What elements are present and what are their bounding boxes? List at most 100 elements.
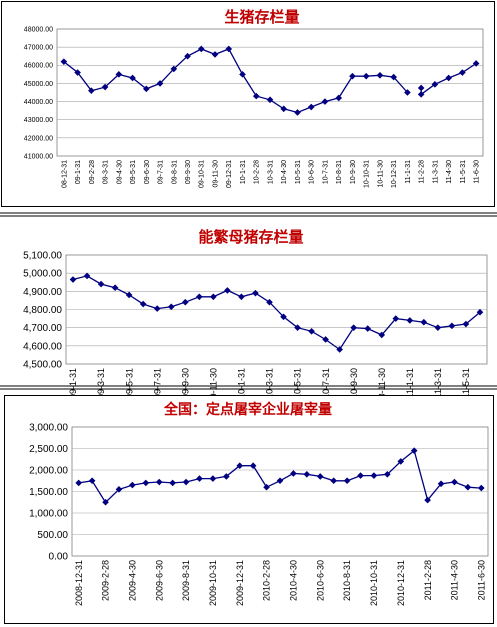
- slaughter-volume-data-point: [182, 478, 190, 486]
- hog-inventory-data-point: [376, 71, 384, 79]
- hog-inventory-data-point: [129, 74, 136, 82]
- hog-inventory-data-point: [239, 71, 246, 78]
- slaughter-volume-x-tick-label: 2008-12-31: [74, 560, 84, 606]
- hog-inventory-y-tick-label: 45000.00: [24, 81, 53, 88]
- slaughter-volume-x-tick-label: 2010-12-31: [396, 560, 406, 606]
- slaughter-volume-data-point: [330, 477, 337, 485]
- slaughter-volume-x-tick-label: 2011-6-30: [476, 560, 486, 600]
- sow-inventory-x-tick-label: 10-7-31: [321, 368, 331, 399]
- slaughter-volume-data-point: [236, 462, 244, 470]
- sow-inventory-x-tick-label: 11-1-31: [405, 368, 415, 398]
- hog-inventory-y-tick-label: 48000.00: [24, 26, 53, 33]
- sow-inventory-data-point: [224, 287, 231, 294]
- hog-inventory-x-tick-label: 10-10-31: [364, 160, 371, 188]
- hog-inventory-data-point: [197, 45, 205, 53]
- sow-inventory-data-point: [238, 293, 245, 301]
- hog-inventory-x-tick-label: 10-5-31: [295, 160, 302, 184]
- hog-inventory-x-tick-label: 10-7-31: [322, 160, 329, 184]
- hog-inventory-data-point: [156, 80, 164, 87]
- hog-inventory-data-point: [143, 85, 150, 93]
- sow-inventory-data-point: [83, 272, 91, 280]
- sow-inventory-y-tick-label: 5,000.00: [23, 269, 62, 280]
- hog-inventory-data-point: [266, 96, 274, 104]
- sow-inventory-data-point: [322, 336, 329, 343]
- slaughter-volume-x-tick-label: 2009-12-31: [235, 560, 245, 606]
- sow-inventory-data-point: [448, 322, 456, 330]
- hog-inventory-x-tick-label: 10-8-31: [336, 160, 343, 184]
- hog-inventory-x-tick-label: 10-11-30: [377, 160, 384, 188]
- slaughter-volume-data-point: [223, 473, 230, 480]
- sow-inventory-x-tick-label: 10-1-31: [237, 368, 247, 399]
- hog-inventory-data-point: [74, 69, 81, 76]
- sow-inventory-data-point: [294, 324, 301, 331]
- hog-inventory-x-tick-label: 09-12-31: [226, 160, 233, 188]
- sow-inventory-x-tick-label: 11-5-31: [461, 368, 471, 398]
- slaughter-volume-data-point: [424, 496, 431, 504]
- slaughter-volume-data-point: [343, 477, 351, 485]
- hog-inventory-x-tick-label: 09-10-31: [199, 160, 206, 188]
- sow-inventory-data-point: [434, 324, 442, 331]
- hog-inventory-x-tick-label: 09-6-30: [144, 160, 151, 184]
- sow-inventory-data-point: [210, 293, 217, 301]
- hog-inventory-plot-area: [56, 28, 484, 157]
- sow-inventory-x-tick-label: 10-5-31: [293, 368, 303, 399]
- slaughter-volume-data-point: [464, 483, 472, 491]
- sow-inventory-x-tick-label: 09-9-30: [180, 368, 190, 399]
- sow-inventory-data-point: [167, 303, 175, 311]
- sow-inventory-data-point: [462, 320, 470, 328]
- slaughter-volume-x-tick-label: 2009-4-30: [128, 560, 138, 601]
- slaughter-volume-data-point: [410, 447, 418, 454]
- sow-inventory-y-tick-label: 4,500.00: [23, 360, 62, 371]
- slaughter-volume-y-tick-label: 500.00: [37, 530, 68, 541]
- slaughter-volume-y-tick-label: 0.00: [49, 552, 69, 563]
- slaughter-volume-y-tick-label: 1,500.00: [29, 487, 68, 498]
- hog-inventory-data-point: [225, 45, 233, 53]
- slaughter-volume-panel: 全国：定点屠宰企业屠宰量 0.00 500.00 1,000.00 1,500.00 2…: [4, 395, 494, 624]
- hog-inventory-x-tick-label: 11-1-31: [405, 160, 412, 184]
- hog-inventory-y-tick-label: 42000.00: [24, 135, 53, 142]
- hog-inventory-x-tick-label: 09-9-30: [185, 160, 192, 184]
- slaughter-volume-x-tick-label: 2011-4-30: [450, 560, 460, 600]
- slaughter-volume-y-tick-label: 2,000.00: [29, 466, 68, 477]
- slaughter-volume-x-tick-label: 2010-8-31: [342, 560, 352, 601]
- slaughter-volume-x-tick-label: 2009-6-30: [154, 560, 164, 601]
- hog-inventory-x-tick-label: 11-6-30: [474, 160, 481, 184]
- hog-inventory-data-point: [170, 65, 178, 73]
- sow-inventory-data-point: [336, 346, 343, 353]
- hog-inventory-x-tick-label: 11-5-31: [460, 160, 467, 184]
- slaughter-volume-y-tick-label: 3,000.00: [29, 423, 68, 434]
- hog-inventory-x-tick-label: 09-1-31: [75, 160, 82, 184]
- sow-inventory-y-tick-label: 5,100.00: [23, 251, 62, 262]
- sow-inventory-data-point: [476, 308, 484, 316]
- sow-inventory-x-tick-label: 10-3-31: [265, 368, 275, 399]
- slaughter-volume-data-point: [451, 478, 458, 486]
- hog-inventory-data-point: [115, 71, 123, 78]
- hog-inventory-data-point: [445, 74, 452, 82]
- sow-inventory-panel: 能繁母猪存栏量 4,500.00 4,600.00 4,700.00 4,800.00…: [23, 228, 488, 403]
- hog-inventory-x-tick-label: 09-11-30: [212, 160, 219, 188]
- hog-inventory-y-tick-label: 41000.00: [24, 153, 53, 160]
- slaughter-volume-data-point: [155, 478, 163, 486]
- sow-inventory-data-point: [266, 298, 273, 306]
- sow-inventory-data-point: [308, 327, 315, 335]
- hog-inventory-y-tick-label: 47000.00: [24, 45, 53, 52]
- slaughter-volume-data-point: [196, 475, 203, 482]
- hog-inventory-data-point: [60, 58, 68, 65]
- hog-inventory-data-point: [211, 51, 219, 58]
- hog-inventory-data-point: [335, 94, 343, 102]
- sow-inventory-y-tick-label: 4,800.00: [23, 305, 62, 316]
- hog-inventory-panel: 生猪存栏量 41000.00 42000.00 43000.00 44000.00 45…: [1, 1, 495, 207]
- sow-inventory-data-point: [420, 318, 428, 326]
- hog-inventory-data-point: [280, 105, 288, 113]
- hog-inventory-x-tick-label: 10-1-31: [240, 160, 247, 184]
- sow-inventory-data-point: [280, 313, 287, 321]
- hog-inventory-data-point: [349, 72, 356, 80]
- sow-inventory-x-tick-label: 11-3-31: [433, 368, 443, 398]
- hog-inventory-data-point: [404, 89, 411, 96]
- slaughter-volume-data-point: [276, 477, 284, 485]
- hog-inventory-data-point: [294, 109, 301, 116]
- hog-inventory-title: 生猪存栏量: [224, 8, 299, 26]
- slaughter-volume-x-tick-label: 2010-10-31: [369, 560, 379, 606]
- sow-inventory-title: 能繁母猪存栏量: [198, 228, 303, 246]
- hog-inventory-x-tick-label: 08-12-31: [61, 160, 68, 188]
